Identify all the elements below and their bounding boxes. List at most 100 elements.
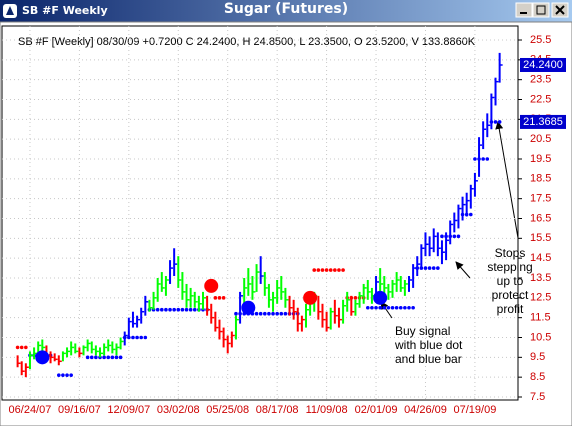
stop-dot bbox=[267, 311, 271, 316]
stop-dot bbox=[271, 311, 275, 316]
stop-dot bbox=[85, 355, 90, 360]
stop-dot bbox=[172, 307, 176, 312]
signal-dot bbox=[303, 290, 318, 305]
y-tick-label: 14.5 bbox=[530, 252, 551, 264]
y-tick-label: 20.5 bbox=[530, 133, 551, 145]
stop-dot bbox=[485, 157, 490, 161]
x-tick-label: 09/16/07 bbox=[58, 404, 101, 416]
stop-dot bbox=[275, 311, 279, 316]
signal-dot bbox=[204, 278, 219, 293]
maximize-button[interactable] bbox=[532, 2, 550, 18]
stop-dot bbox=[89, 355, 94, 360]
stop-dot bbox=[353, 296, 358, 300]
y-tick-label: 11.5 bbox=[530, 312, 551, 324]
y-tick-label: 7.5 bbox=[530, 391, 545, 403]
stop-dot bbox=[374, 305, 378, 310]
stop-dot bbox=[139, 335, 143, 340]
stop-dot bbox=[192, 307, 197, 312]
y-tick-label: 22.5 bbox=[530, 93, 551, 105]
stop-dot bbox=[188, 307, 193, 312]
stop-dot bbox=[440, 234, 444, 239]
stop-dot bbox=[184, 307, 189, 312]
stop-dot bbox=[176, 307, 181, 312]
last-price-box bbox=[520, 57, 566, 72]
annotation-line: Buy signal bbox=[395, 324, 450, 338]
stop-dot bbox=[131, 335, 135, 340]
stop-dot bbox=[390, 305, 395, 310]
x-tick-label: 02/01/09 bbox=[355, 404, 398, 416]
stop-dot bbox=[431, 266, 436, 270]
stop-dot bbox=[436, 266, 440, 270]
stop-dot bbox=[481, 157, 485, 161]
stop-dot bbox=[234, 311, 238, 316]
stop-dot bbox=[279, 311, 284, 316]
stop-dot bbox=[324, 268, 329, 272]
stop-dot bbox=[65, 373, 69, 377]
y-tick-label: 15.5 bbox=[530, 232, 551, 244]
y-tick-label: 18.5 bbox=[530, 173, 551, 185]
x-tick-label: 08/17/08 bbox=[256, 404, 299, 416]
stop-dot bbox=[221, 296, 226, 300]
stop-dot bbox=[370, 305, 374, 310]
minimize-button[interactable] bbox=[515, 2, 533, 18]
stop-dot bbox=[398, 305, 403, 310]
stop-dot bbox=[473, 157, 477, 161]
stop-dot bbox=[217, 296, 222, 300]
x-tick-label: 07/19/09 bbox=[454, 404, 497, 416]
y-tick-label: 25.5 bbox=[530, 34, 551, 46]
stop-dot bbox=[283, 311, 288, 316]
stop-dot bbox=[164, 307, 168, 312]
stop-dot bbox=[312, 268, 317, 272]
stop-dot bbox=[143, 335, 148, 340]
stop-dot bbox=[57, 373, 61, 377]
window-title: SB #F Weekly bbox=[22, 4, 108, 17]
stop-dot bbox=[320, 268, 325, 272]
annotation-line: up to bbox=[497, 274, 524, 288]
close-glyph bbox=[555, 5, 565, 15]
stop-dot bbox=[19, 345, 24, 350]
stop-dot bbox=[263, 311, 267, 316]
y-tick-label: 13.5 bbox=[530, 272, 551, 284]
last-price-label: 24.2400 bbox=[523, 59, 563, 71]
stop-dot bbox=[394, 305, 399, 310]
stop-dot bbox=[61, 373, 65, 377]
stop-dot bbox=[94, 355, 98, 360]
y-tick-label: 23.5 bbox=[530, 74, 551, 86]
stop-dot bbox=[328, 268, 333, 272]
stop-dot bbox=[378, 305, 382, 310]
x-tick-label: 05/25/08 bbox=[206, 404, 249, 416]
stop-dot bbox=[168, 307, 172, 312]
y-tick-label: 8.5 bbox=[530, 371, 545, 383]
stop-dot bbox=[135, 335, 139, 340]
plot-area bbox=[1, 25, 519, 401]
stop-dot bbox=[382, 305, 387, 310]
app-icon-glyph bbox=[6, 6, 14, 15]
y-tick-label: 12.5 bbox=[530, 292, 551, 304]
signal-dot bbox=[35, 350, 50, 365]
annotation-line: Stops bbox=[495, 246, 526, 260]
x-tick-label: 12/09/07 bbox=[107, 404, 150, 416]
stop-dot bbox=[333, 268, 337, 272]
annotation-line: stepping bbox=[487, 260, 532, 274]
annotation-line: and blue bar bbox=[395, 352, 462, 366]
stop-dot bbox=[118, 355, 123, 360]
maximize-glyph bbox=[536, 5, 546, 15]
stop-dot bbox=[69, 373, 73, 377]
stop-price-box bbox=[520, 114, 566, 129]
title-bar bbox=[0, 0, 572, 22]
x-tick-label: 11/09/08 bbox=[306, 404, 348, 416]
stop-dot bbox=[337, 268, 341, 272]
annotation-line: with blue dot bbox=[394, 338, 463, 352]
x-tick-label: 04/26/09 bbox=[404, 404, 447, 416]
stop-dot bbox=[493, 120, 498, 124]
y-tick-label: 17.5 bbox=[530, 193, 551, 205]
chart-title: Sugar (Futures) bbox=[224, 1, 348, 17]
stop-dot bbox=[456, 234, 461, 239]
stop-dot bbox=[213, 296, 218, 300]
stop-price-label: 21.3685 bbox=[523, 116, 563, 128]
stop-dot bbox=[110, 355, 115, 360]
signal-dot bbox=[241, 300, 256, 315]
stop-dot bbox=[386, 305, 391, 310]
stop-dot bbox=[24, 345, 28, 350]
